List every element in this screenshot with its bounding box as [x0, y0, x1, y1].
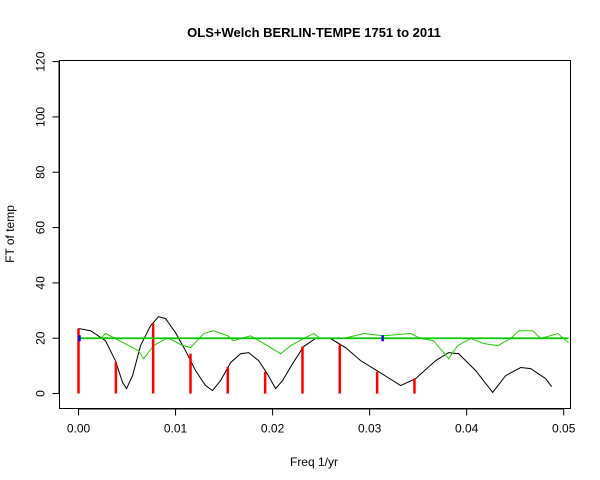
- y-tick-label: 60: [34, 221, 48, 235]
- x-tick-label: 0.02: [261, 422, 285, 436]
- y-tick-label: 100: [34, 107, 48, 127]
- y-tick-label: 20: [34, 331, 48, 345]
- plot-frame: [59, 60, 571, 409]
- y-tick-label: 120: [34, 51, 48, 71]
- x-tick-label: 0.03: [358, 422, 382, 436]
- x-tick-label: 0.04: [455, 422, 479, 436]
- y-tick-label: 40: [34, 276, 48, 290]
- plot-marks: [77, 316, 569, 394]
- y-tick-label: 0: [34, 390, 48, 397]
- chart-title: OLS+Welch BERLIN-TEMPE 1751 to 2011: [187, 25, 441, 40]
- spectrum-line: [78, 316, 553, 394]
- y-axis-label: FT of temp: [3, 205, 17, 263]
- x-tick-label: 0.05: [552, 422, 576, 436]
- x-tick-label: 0.01: [164, 422, 188, 436]
- y-tick-label: 80: [34, 165, 48, 179]
- x-axis-label: Freq 1/yr: [290, 455, 338, 469]
- axes: 0.00 0.01 0.02 0.03 0.04 0.05 0 20 40 60 80 100 120: [34, 51, 576, 435]
- x-tick-label: 0.00: [67, 422, 91, 436]
